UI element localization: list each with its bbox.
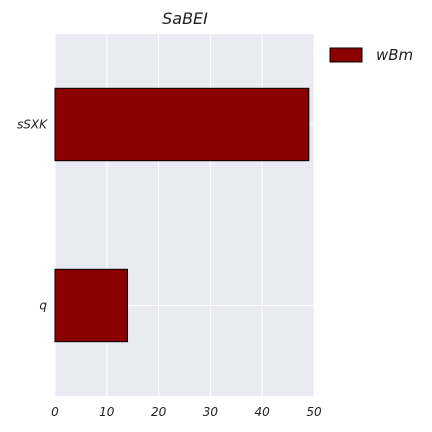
x-tick-label: 0 xyxy=(51,405,59,419)
legend-label: wBm xyxy=(376,46,413,64)
legend-swatch xyxy=(329,47,363,63)
y-tick-label: q xyxy=(39,299,47,313)
x-tick-label: 30 xyxy=(203,405,219,419)
chart-title: SaBEI xyxy=(162,9,208,28)
y-axis-ticks: sSXK q xyxy=(17,118,48,313)
x-tick-label: 20 xyxy=(151,405,167,419)
x-tick-label: 10 xyxy=(99,405,115,419)
bars xyxy=(54,87,310,343)
legend: wBm xyxy=(329,46,413,64)
x-tick-label: 50 xyxy=(306,405,322,419)
bar-sSXK xyxy=(54,87,310,162)
y-tick-label: sSXK xyxy=(17,118,48,132)
x-tick-label: 40 xyxy=(255,405,271,419)
x-axis-ticks: 0 10 20 30 40 50 xyxy=(51,405,322,419)
bar-q xyxy=(54,268,129,343)
